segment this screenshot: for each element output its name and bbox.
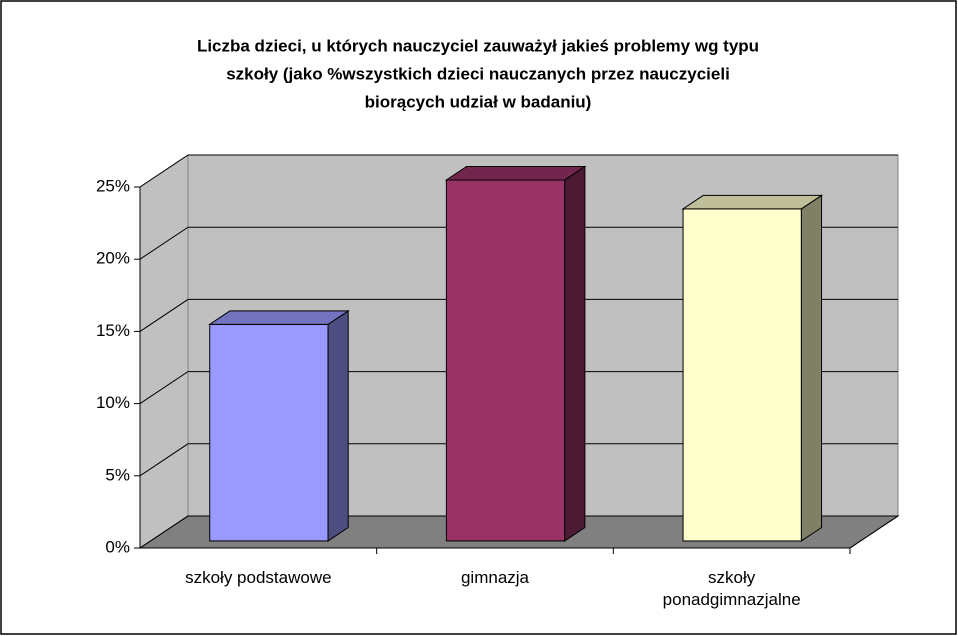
y-tick-label: 15% [96, 321, 130, 340]
floor-edge [849, 515, 899, 549]
chart-title: szkoły (jako %wszystkich dzieci nauczany… [226, 64, 730, 83]
grid-line [139, 154, 898, 188]
y-tick-label: 25% [96, 176, 130, 195]
y-tick-label: 5% [105, 465, 130, 484]
bar [209, 323, 329, 542]
bar-side [564, 165, 586, 542]
grid-line [139, 443, 898, 477]
x-tick-label: gimnazja [460, 568, 530, 587]
x-tick-label: szkoły ponadgimnazjalne [662, 568, 801, 609]
bar [682, 208, 802, 542]
y-tick-label: 20% [96, 249, 130, 268]
side-wall [139, 154, 189, 549]
grid-line [139, 298, 898, 332]
x-tick-label: szkoły podstawowe [185, 568, 332, 587]
y-tick-label: 0% [105, 537, 130, 556]
grid-line [139, 371, 898, 405]
chart-title: Liczba dzieci, u których nauczyciel zauw… [197, 36, 759, 55]
bar-side [327, 309, 349, 542]
bar-top [681, 194, 824, 210]
grid-line [139, 226, 898, 260]
bar-top [444, 166, 587, 181]
chart-title: biorących udział w badaniu) [365, 92, 592, 111]
bar-top [208, 310, 350, 325]
bar [445, 179, 566, 542]
grid-line [139, 515, 898, 549]
bar-side [800, 194, 823, 542]
y-tick-label: 10% [96, 393, 130, 412]
